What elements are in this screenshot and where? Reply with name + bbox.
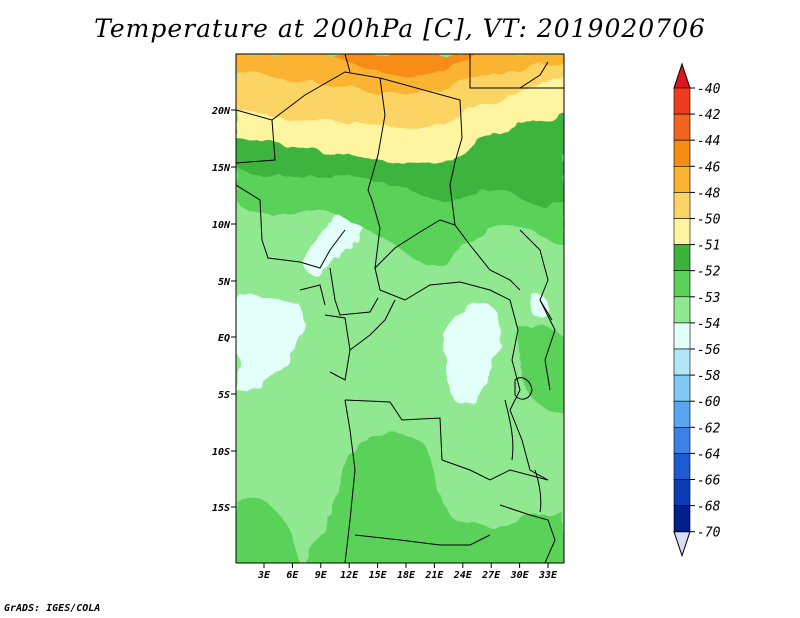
border-mozambique xyxy=(499,504,556,563)
lon-tick-label: 30E xyxy=(510,570,530,581)
latitude-axis: 20N 15N 10N 5N EQ 5S 10S 15S xyxy=(211,106,236,514)
colorbar-band xyxy=(673,139,691,167)
colorbar-label: -64 xyxy=(697,447,720,462)
border-west-africa xyxy=(236,184,346,269)
field-band-minus53-east xyxy=(520,326,564,413)
lake-victoria xyxy=(514,377,533,400)
border-niger-chad xyxy=(271,71,386,201)
lat-tick-label: 10S xyxy=(212,447,230,458)
colorbar-band xyxy=(673,166,691,193)
country-borders xyxy=(236,54,564,563)
field-band-minus56-east xyxy=(528,291,549,318)
colorbar-label: -42 xyxy=(697,108,721,123)
colorbar-label: -44 xyxy=(697,134,720,149)
colorbar-band xyxy=(673,400,691,428)
border-zambia xyxy=(441,459,549,481)
lat-tick-label: 15S xyxy=(212,503,230,514)
colorbar-label: -54 xyxy=(697,317,720,332)
colorbar-label: -50 xyxy=(697,213,721,228)
colorbar-band xyxy=(673,113,691,141)
colorbar: -40 -42 -44 -46 -48 -50 -51 -52 -53 -54 -56 -58 -60 -… xyxy=(673,62,721,558)
lon-tick-label: 9E xyxy=(315,570,328,581)
colorbar-top-arrow xyxy=(673,62,691,89)
lon-tick-label: 24E xyxy=(453,570,473,581)
coastline-gulf xyxy=(299,284,326,306)
colorbar-band xyxy=(673,270,691,298)
lon-tick-label: 33E xyxy=(538,570,558,581)
field-band-minus53-southwest xyxy=(236,497,299,563)
border-drc-east xyxy=(509,299,549,481)
lat-tick-label: 20N xyxy=(211,106,231,117)
field-band-minus53-south xyxy=(303,431,564,563)
colorbar-label: -48 xyxy=(697,186,721,201)
lon-tick-label: 21E xyxy=(424,570,444,581)
grads-credit: GrADS: IGES/COLA xyxy=(4,603,101,614)
border-congo xyxy=(349,299,396,351)
border-chad-sudan xyxy=(379,77,521,291)
border-libya-chad xyxy=(344,54,351,73)
lon-tick-label: 27E xyxy=(481,570,501,581)
border-ethiopia xyxy=(519,229,553,321)
colorbar-label: -53 xyxy=(697,291,720,306)
colorbar-label: -58 xyxy=(697,369,721,384)
colorbar-bottom-arrow xyxy=(673,531,691,558)
coastline-red-sea xyxy=(519,61,549,89)
lat-tick-label: 5S xyxy=(218,390,230,401)
colorbar-band xyxy=(673,192,691,219)
colorbar-band xyxy=(673,348,691,376)
colorbar-band xyxy=(673,296,691,324)
colorbar-label: -46 xyxy=(697,160,721,175)
border-car-north xyxy=(371,199,456,270)
colorbar-band xyxy=(673,453,691,480)
lat-tick-label: 5N xyxy=(218,277,231,288)
border-southern xyxy=(354,534,491,546)
colorbar-label: -70 xyxy=(697,526,721,541)
lon-tick-label: 12E xyxy=(340,570,359,581)
border-car-south xyxy=(374,267,511,301)
colorbar-band xyxy=(673,244,691,272)
border-kenya xyxy=(539,299,556,391)
colorbar-label: -52 xyxy=(697,265,721,280)
colorbar-band xyxy=(673,374,691,402)
lon-tick-label: 3E xyxy=(257,570,271,581)
field-band-minus46 xyxy=(330,54,480,77)
colorbar-band xyxy=(673,426,691,454)
colorbar-label: -40 xyxy=(697,82,721,97)
colorbar-band xyxy=(673,322,691,350)
chart-title: Temperature at 200hPa [C], VT: 201902070… xyxy=(94,14,706,43)
map-frame xyxy=(235,53,565,564)
border-angola-drc xyxy=(344,399,443,461)
colorbar-label: -60 xyxy=(697,395,721,410)
map-field xyxy=(236,54,564,563)
border-northwest xyxy=(236,109,276,164)
colorbar-band xyxy=(673,87,691,115)
lake-malawi xyxy=(534,469,542,513)
lon-tick-label: 15E xyxy=(369,570,388,581)
field-band-minus56-west xyxy=(236,295,305,392)
colorbar-label: -68 xyxy=(697,500,721,515)
colorbar-band xyxy=(673,479,691,506)
border-cameroon xyxy=(329,267,379,316)
lon-tick-label: 6E xyxy=(286,570,299,581)
colorbar-label: -56 xyxy=(697,343,721,358)
colorbar-band xyxy=(673,218,691,245)
lat-tick-label: 10N xyxy=(212,220,231,231)
lake-tanganyika xyxy=(504,399,514,461)
field-band-minus56-center xyxy=(445,304,501,406)
lon-tick-label: 18E xyxy=(397,570,416,581)
colorbar-label: -51 xyxy=(697,239,720,254)
lat-tick-label: 15N xyxy=(212,163,231,174)
colorbar-label: -62 xyxy=(697,421,721,436)
colorbar-band xyxy=(673,505,691,533)
lat-tick-label: EQ xyxy=(218,333,230,344)
longitude-axis: 3E 6E 9E 12E 15E 18E 21E 24E 27E 30E 33E xyxy=(257,563,558,581)
border-angola-south xyxy=(344,399,356,563)
colorbar-label: -66 xyxy=(697,474,721,489)
border-egypt-sudan xyxy=(469,54,564,89)
